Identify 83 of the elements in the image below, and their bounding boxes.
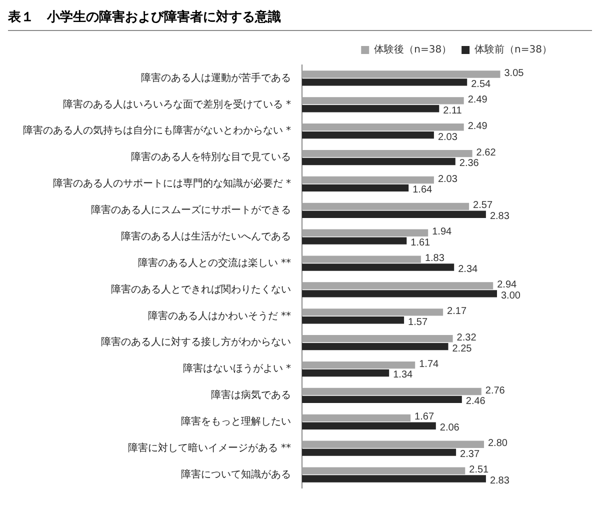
data-label: 1.64 [412,184,432,196]
data-label: 1.94 [432,226,452,238]
data-label: 2.49 [468,94,488,106]
bar [302,475,486,482]
legend-label: 体験前（n=38） [474,44,552,56]
y-tick-label: 障害のある人はいろいろな面で差別を受けている * [62,98,291,110]
data-label: 1.67 [414,412,434,423]
bar [302,176,434,184]
y-tick-label: 障害はないほうがよい * [182,362,291,375]
data-label: 2.03 [438,132,458,143]
bar [302,369,390,377]
bar [302,422,436,430]
bar [302,184,409,192]
y-tick-label: 障害のある人を特別な目で見ている [131,151,291,164]
bar [302,396,462,404]
y-tick-label: 障害は病気である [211,389,291,402]
bar [302,158,456,166]
y-tick-label: 障害のある人はかわいそうだ ** [148,310,291,322]
data-label: 2.94 [497,280,517,291]
data-label: 2.83 [490,475,510,486]
data-label: 2.51 [469,464,490,476]
y-tick-label: 障害のある人との交流は楽しい ** [138,256,291,269]
bar [302,342,448,350]
data-label: 1.83 [424,253,445,264]
bar [302,229,428,236]
data-label: 2.25 [452,343,472,354]
data-label: 2.49 [468,120,488,132]
bar [302,97,464,104]
data-label: 2.46 [466,396,486,408]
bar [302,467,466,474]
bar [302,440,484,448]
y-tick-label: 障害のある人に対する接し方がわからない [101,336,291,348]
y-tick-label: 障害のある人の気持ちは自分にも障害がないとわからない * [22,124,291,137]
data-label: 2.62 [476,147,496,158]
legend-label: 体験後（n=38） [374,44,452,56]
bar [302,105,440,112]
bar [302,361,416,369]
y-tick-label: 障害のある人は生活がたいへんである [121,230,291,242]
bar [302,70,500,78]
bar [302,264,454,271]
bar [302,210,486,218]
data-label: 2.54 [471,78,491,90]
bar [302,448,456,456]
y-tick-label: 障害のある人にスムーズにサポートができる [91,204,291,216]
data-label: 2.57 [473,200,493,212]
data-label: 3.00 [501,290,521,302]
bar [302,131,434,139]
y-tick-label: 障害のある人とできれば関わりたくない [111,283,291,296]
bar [302,335,453,342]
bar [302,150,472,158]
data-label: 2.37 [460,449,480,460]
bar [302,78,468,86]
data-label: 2.76 [485,385,506,396]
y-tick-label: 障害に対して暗いイメージがある ** [128,442,291,454]
bar [302,256,421,263]
bar [302,202,470,210]
data-label: 2.34 [458,264,478,275]
data-label: 1.61 [410,238,431,249]
bar [302,388,482,396]
bar [302,282,494,290]
y-tick-label: 障害のある人のサポートには専門的な知識が必要だ * [52,178,291,190]
data-label: 1.34 [393,370,413,381]
data-label: 2.11 [443,105,462,116]
bar [302,414,411,422]
data-label: 3.05 [504,68,524,80]
data-label: 2.83 [490,211,510,222]
y-tick-label: 障害について知識がある [181,468,291,480]
data-label: 1.74 [419,358,439,370]
data-label: 2.32 [456,332,477,344]
data-label: 2.17 [447,306,467,317]
y-tick-label: 障害のある人は運動が苦手である [141,72,291,84]
text: 表１ 小学生の障害および障害者に対する意識 [8,8,592,31]
bar [302,308,444,316]
data-label: 2.80 [488,438,508,450]
bar [302,237,407,244]
bar [302,316,404,324]
data-label: 1.57 [408,316,428,328]
data-label: 2.03 [438,174,458,185]
bar [302,124,464,131]
data-label: 2.06 [440,422,460,434]
y-tick-label: 障害をもっと理解したい [181,416,291,428]
data-label: 2.36 [459,158,480,170]
bar [302,290,497,298]
